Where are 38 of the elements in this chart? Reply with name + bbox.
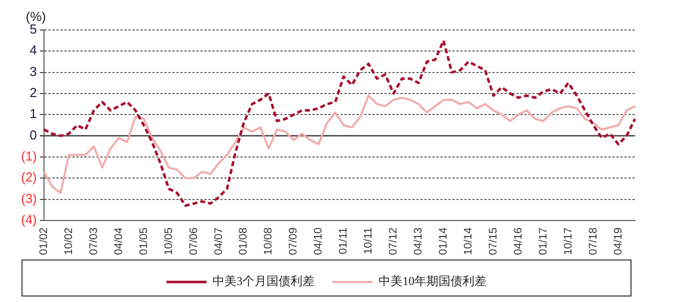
x-tick-label: 01/02	[38, 227, 50, 256]
y-tick-label: 0	[30, 127, 37, 142]
x-tick-label: 10/02	[62, 227, 75, 256]
x-tick-label: 01/05	[138, 227, 150, 256]
y-tick-label: (2)	[21, 170, 37, 185]
x-tick-label: 10/17	[562, 227, 574, 256]
y-tick-label: 2	[30, 85, 37, 100]
x-tick-label: 01/11	[338, 227, 350, 254]
legend-label: 中美10年期国债利差	[378, 274, 486, 288]
y-tick-label: 4	[30, 42, 37, 58]
line-series	[42, 39, 636, 207]
y-axis-title: (%)	[26, 9, 46, 24]
x-tick-label: 10/14	[462, 227, 475, 256]
x-tick-label: 07/06	[188, 227, 200, 256]
x-tick-label: 04/13	[412, 227, 425, 256]
x-tick-label: 07/03	[88, 227, 100, 256]
x-tick-label: 10/05	[162, 227, 175, 256]
y-tick-label: (4)	[21, 212, 37, 228]
x-tick-label: 07/09	[288, 227, 300, 256]
y-tick-label: 5	[30, 22, 37, 37]
x-tick-label: 07/15	[487, 227, 500, 256]
x-tick-label: 01/08	[238, 227, 250, 256]
y-tick-label: 1	[30, 106, 37, 122]
x-tick-label: 04/19	[612, 227, 624, 256]
x-tick-label: 07/18	[587, 227, 600, 256]
x-tick-label: 04/10	[312, 227, 325, 256]
x-tick-label: 01/17	[537, 227, 550, 256]
y-tick-label: 3	[30, 64, 37, 79]
x-tick-label: 10/08	[262, 227, 275, 256]
x-tick-label: 04/07	[212, 227, 225, 256]
y-tick-label: (1)	[21, 148, 37, 164]
x-tick-label: 04/16	[512, 227, 524, 256]
x-tick-label: 01/14	[438, 227, 450, 256]
x-tick-label: 07/12	[388, 227, 400, 256]
y-tick-label: (3)	[21, 190, 37, 206]
x-tick-label: 04/04	[112, 227, 125, 256]
x-tick-label: 10/11	[362, 227, 375, 254]
legend-label: 中美3个月国债利差	[212, 274, 314, 288]
